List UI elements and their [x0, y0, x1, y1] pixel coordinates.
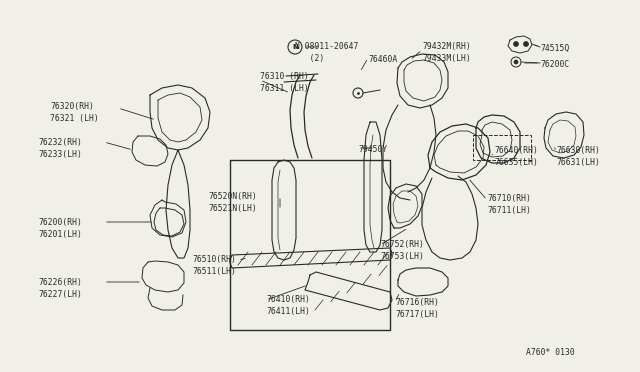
Text: 79450Y: 79450Y — [358, 145, 387, 154]
Text: 76460A: 76460A — [368, 55, 397, 64]
Text: 76510(RH)
76511(LH): 76510(RH) 76511(LH) — [192, 255, 236, 276]
Text: 76710(RH)
76711(LH): 76710(RH) 76711(LH) — [487, 194, 531, 215]
Circle shape — [513, 42, 518, 46]
Text: 76200(RH)
76201(LH): 76200(RH) 76201(LH) — [38, 218, 82, 239]
Text: A760* 0130: A760* 0130 — [526, 348, 575, 357]
Text: 76410(RH)
76411(LH): 76410(RH) 76411(LH) — [266, 295, 310, 316]
Text: 76630(RH)
76631(LH): 76630(RH) 76631(LH) — [556, 146, 600, 167]
Text: 76320(RH)
76321 (LH): 76320(RH) 76321 (LH) — [50, 102, 99, 123]
Text: N 08911-20647
   (2): N 08911-20647 (2) — [295, 42, 358, 63]
Text: 76640(RH)
76635(LH): 76640(RH) 76635(LH) — [494, 146, 538, 167]
Circle shape — [524, 42, 529, 46]
Text: 79432M(RH)
79433M(LH): 79432M(RH) 79433M(LH) — [422, 42, 471, 63]
Text: 76232(RH)
76233(LH): 76232(RH) 76233(LH) — [38, 138, 82, 159]
Text: 76310 (RH)
76311 (LH): 76310 (RH) 76311 (LH) — [260, 72, 308, 93]
Text: 76716(RH)
76717(LH): 76716(RH) 76717(LH) — [395, 298, 439, 319]
Text: 76226(RH)
76227(LH): 76226(RH) 76227(LH) — [38, 278, 82, 299]
Text: 76200C: 76200C — [540, 60, 569, 69]
Text: 76520N(RH)
76521N(LH): 76520N(RH) 76521N(LH) — [208, 192, 257, 213]
Text: 76752(RH)
76753(LH): 76752(RH) 76753(LH) — [380, 240, 424, 261]
Text: 74515Q: 74515Q — [540, 44, 569, 53]
Circle shape — [514, 60, 518, 64]
Text: N: N — [292, 44, 298, 50]
